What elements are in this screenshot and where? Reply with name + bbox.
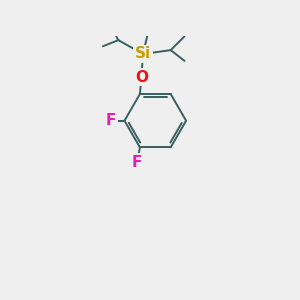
Text: F: F bbox=[105, 113, 116, 128]
Text: Si: Si bbox=[135, 46, 151, 62]
Text: F: F bbox=[132, 155, 142, 170]
Text: O: O bbox=[135, 70, 148, 85]
